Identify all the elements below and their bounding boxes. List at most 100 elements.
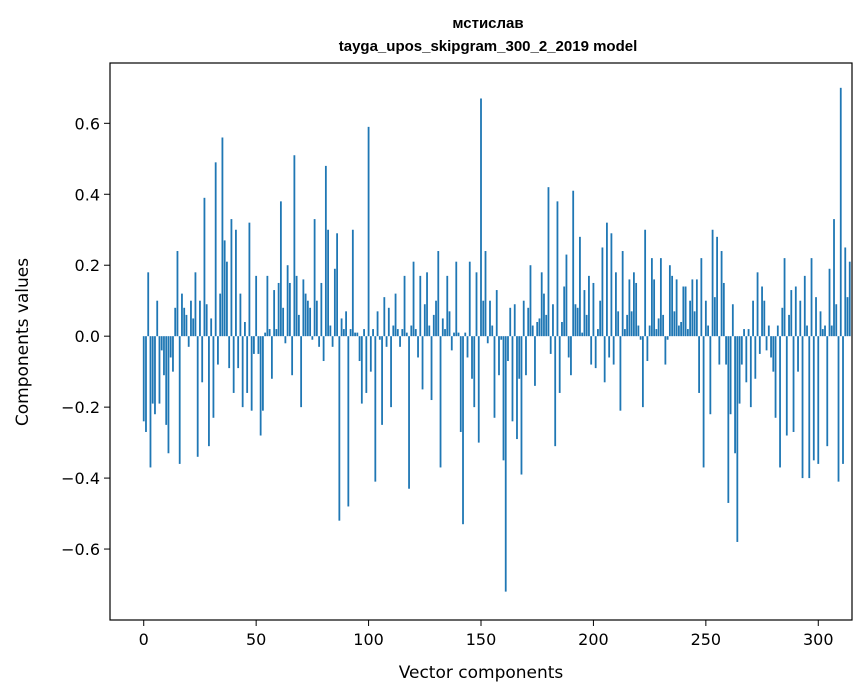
bar-48 (250, 336, 253, 411)
x-axis-label: Vector components (399, 663, 564, 683)
bar-217 (630, 311, 633, 337)
bar-304 (826, 336, 829, 447)
bar-65 (288, 282, 291, 337)
bar-102 (372, 329, 374, 337)
bar-230 (659, 258, 662, 337)
bar-45 (244, 321, 246, 337)
bar-235 (671, 275, 674, 337)
bar-282 (776, 325, 779, 337)
bar-58 (273, 290, 276, 337)
bar-15 (176, 251, 179, 337)
bar-181 (549, 336, 552, 354)
bar-2 (147, 272, 150, 337)
bar-308 (835, 304, 838, 337)
bar-125 (423, 304, 426, 337)
bar-134 (444, 329, 446, 337)
bar-286 (785, 336, 788, 436)
bar-255 (716, 236, 718, 337)
y-axis-label: Components values (13, 258, 33, 426)
bar-275 (761, 286, 763, 337)
bar-169 (522, 300, 525, 337)
bar-91 (347, 336, 350, 507)
bar-146 (471, 336, 473, 379)
bar-14 (174, 307, 177, 337)
bar-271 (752, 300, 754, 337)
bar-21 (190, 300, 192, 337)
bar-104 (376, 311, 379, 337)
bar-205 (603, 336, 606, 383)
bar-253 (711, 229, 714, 337)
bar-148 (475, 272, 478, 337)
bar-198 (588, 275, 590, 337)
bar-30 (210, 318, 213, 337)
y-tick-label: −0.2 (61, 398, 100, 417)
bar-288 (790, 290, 793, 337)
bar-312 (844, 247, 847, 337)
bar-246 (695, 279, 698, 337)
bar-240 (682, 286, 685, 337)
bar-28 (205, 304, 208, 337)
bar-287 (788, 314, 790, 337)
bar-105 (378, 336, 381, 340)
bar-187 (563, 286, 566, 337)
bar-247 (698, 336, 700, 393)
bar-92 (349, 329, 352, 337)
bar-239 (680, 321, 683, 337)
y-tick-label: 0.2 (75, 256, 100, 275)
bar-233 (666, 336, 669, 340)
bar-121 (414, 329, 417, 337)
bar-155 (491, 325, 494, 337)
bar-211 (617, 311, 620, 337)
bar-214 (624, 329, 626, 337)
bar-132 (439, 336, 442, 468)
bar-16 (178, 336, 181, 464)
bar-178 (543, 293, 545, 337)
bar-147 (473, 336, 476, 408)
bar-200 (592, 282, 595, 337)
bar-274 (758, 336, 761, 354)
bar-251 (707, 325, 709, 337)
bar-80 (322, 336, 325, 362)
bar-298 (812, 336, 815, 461)
bar-144 (466, 336, 469, 358)
bar-261 (729, 336, 732, 415)
bar-99 (365, 336, 368, 393)
bar-6 (156, 300, 159, 337)
bar-0 (142, 336, 145, 422)
bar-145 (468, 261, 471, 337)
bar-133 (441, 318, 444, 337)
bar-163 (509, 307, 512, 337)
bar-252 (709, 336, 712, 415)
bar-194 (579, 236, 581, 337)
bar-93 (351, 229, 354, 337)
bar-116 (403, 275, 406, 337)
bar-96 (358, 336, 361, 362)
bar-161 (504, 336, 507, 592)
bar-90 (345, 311, 347, 337)
y-tick-label: 0.4 (75, 185, 100, 204)
bar-70 (300, 336, 303, 408)
bar-185 (558, 336, 561, 393)
bar-82 (327, 229, 329, 337)
bar-156 (493, 336, 496, 418)
bar-34 (219, 293, 222, 337)
bar-216 (628, 279, 631, 337)
bar-150 (480, 98, 482, 337)
bar-119 (410, 325, 413, 337)
bar-74 (309, 307, 312, 337)
bar-19 (185, 314, 188, 337)
bar-32 (214, 162, 217, 337)
bar-38 (228, 336, 231, 369)
bar-112 (394, 293, 397, 337)
bar-223 (644, 229, 647, 337)
bar-46 (246, 336, 249, 393)
bar-301 (819, 311, 822, 337)
y-tick-label: 0.6 (75, 114, 100, 133)
bar-107 (383, 297, 386, 337)
bar-238 (677, 325, 680, 337)
bar-17 (181, 293, 183, 337)
bar-192 (574, 304, 577, 337)
bar-291 (797, 336, 799, 372)
bar-50 (255, 275, 258, 337)
bar-31 (212, 336, 215, 418)
